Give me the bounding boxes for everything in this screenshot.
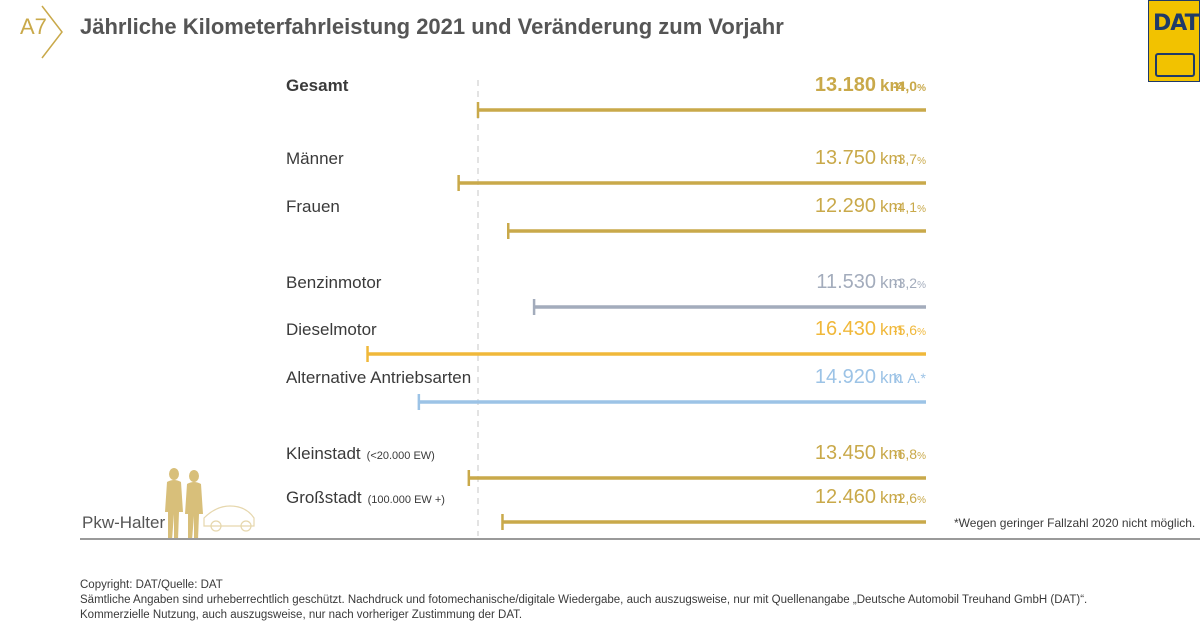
value-label: 16.430	[815, 318, 876, 340]
people-car-icon	[165, 468, 255, 540]
change-label: -3,7%	[893, 151, 926, 167]
unit-label: km	[880, 320, 903, 339]
category-label: Frauen	[286, 197, 340, 216]
category-label: Benzinmotor	[286, 273, 382, 292]
change-label: -5,6%	[893, 322, 926, 338]
change-label: -2,6%	[893, 490, 926, 506]
category-label: Dieselmotor	[286, 320, 377, 339]
value-label: 12.290	[815, 195, 876, 217]
change-label: -4,0%	[893, 78, 926, 94]
value-label: 14.920	[815, 366, 876, 388]
value-label: 13.750	[815, 147, 876, 169]
footer-copyright: Copyright: DAT/Quelle: DAT	[80, 579, 223, 591]
car-icon	[1155, 53, 1195, 77]
pkw-halter-label: Pkw-Halter	[82, 513, 166, 532]
change-label: -4,1%	[893, 199, 926, 215]
baseline	[80, 538, 1200, 540]
category-label: Gesamt	[286, 76, 349, 95]
category-label: Männer	[286, 149, 344, 168]
value-label: 13.450	[815, 442, 876, 464]
footnote: *Wegen geringer Fallzahl 2020 nicht mögl…	[954, 516, 1196, 530]
footer-usage: Kommerzielle Nutzung, auch auszugsweise,…	[80, 609, 523, 621]
category-label: Alternative Antriebsarten	[286, 368, 471, 387]
section-tag: A7	[20, 14, 47, 39]
unit-label: km	[880, 273, 903, 292]
unit-label: km	[880, 76, 905, 95]
category-label: Kleinstadt (<20.000 EW)	[286, 444, 435, 463]
change-label: k. A.*	[893, 370, 926, 386]
dat-logo: DAT	[1148, 0, 1200, 82]
value-label: 13.180	[815, 74, 876, 96]
unit-label: km	[880, 197, 903, 216]
unit-label: km	[880, 149, 903, 168]
value-label: 11.530	[816, 271, 876, 293]
category-label: Großstadt (100.000 EW +)	[286, 488, 445, 507]
change-label: -6,8%	[893, 446, 926, 462]
page-title: Jährliche Kilometerfahrleistung 2021 und…	[80, 14, 784, 39]
logo-text: DAT	[1153, 11, 1200, 36]
value-label: 12.460	[815, 486, 876, 508]
unit-label: km	[880, 368, 903, 387]
footer-rights: Sämtliche Angaben sind urheberrechtlich …	[80, 594, 1088, 606]
unit-label: km	[880, 488, 903, 507]
footer: Copyright: DAT/Quelle: DAT Sämtliche Ang…	[80, 578, 1087, 623]
unit-label: km	[880, 444, 903, 463]
change-label: -3,2%	[893, 275, 926, 291]
chevron-right-icon	[41, 5, 63, 59]
mileage-chart: Gesamt 13.180 km-4,0%Männer 13.750 km-3,7%Fr…	[286, 74, 927, 536]
